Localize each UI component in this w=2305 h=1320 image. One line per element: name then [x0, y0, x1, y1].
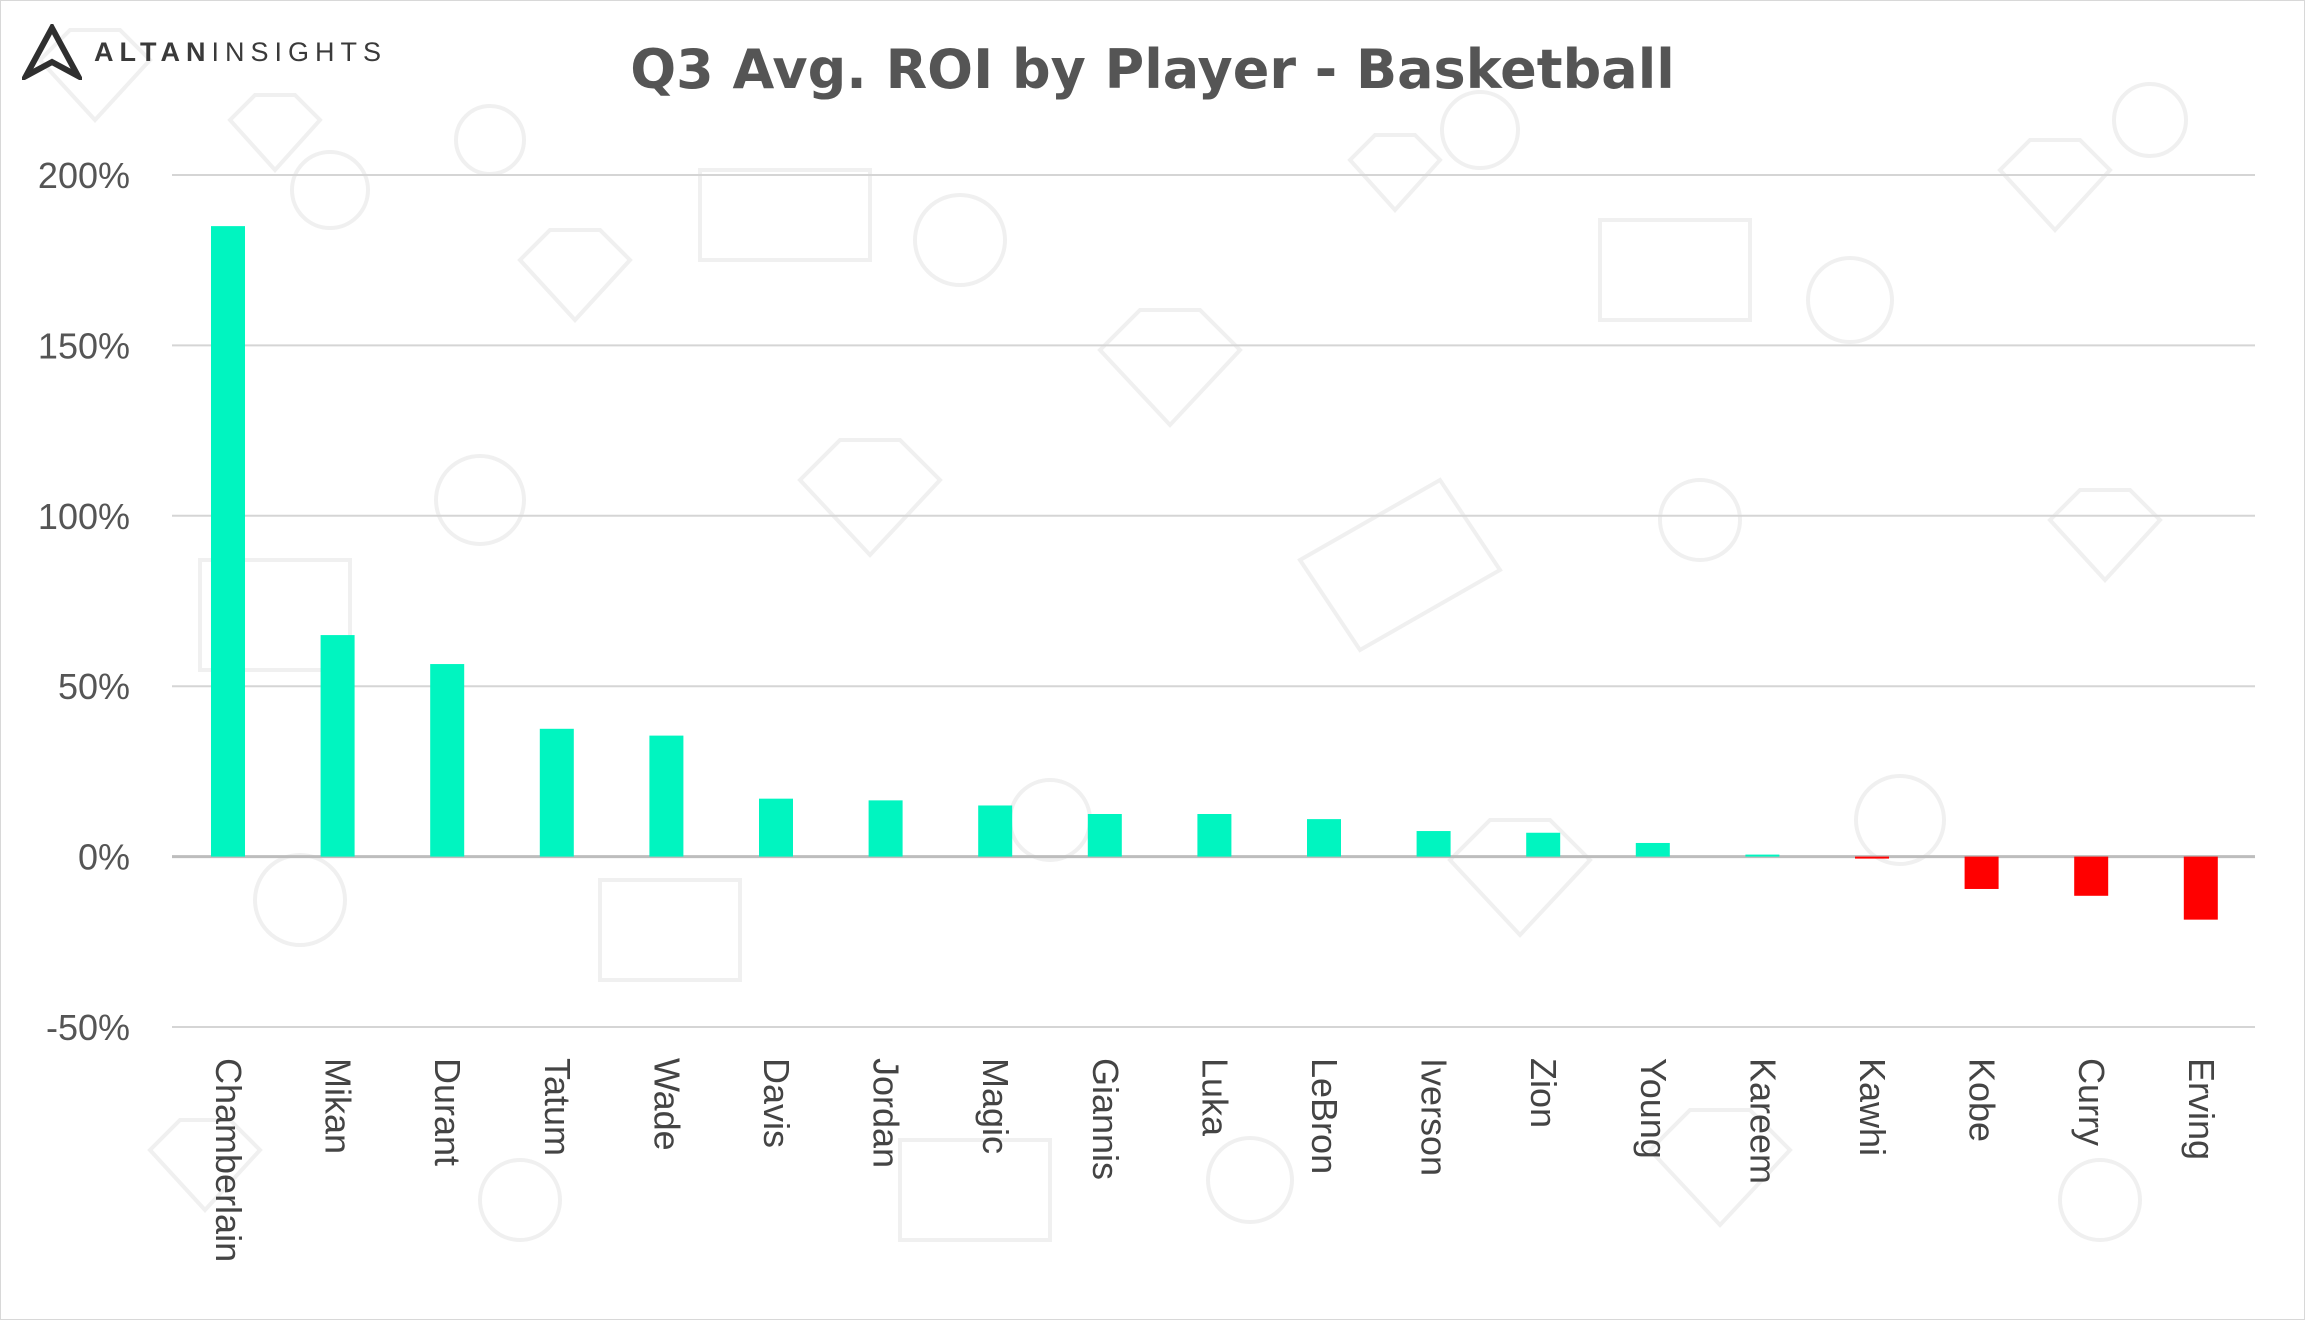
- diamond-doodle: [1347, 133, 1443, 213]
- x-tick-label: Iverson: [1414, 1058, 1455, 1176]
- x-tick-label: Jordan: [866, 1058, 907, 1168]
- y-axis-ticks: 200% 150% 100% 50% 0% -50%: [38, 155, 130, 1048]
- x-tick-label: Giannis: [1085, 1058, 1126, 1180]
- ball-doodle: [1658, 478, 1742, 562]
- bars: [211, 226, 2218, 920]
- diamond-doodle: [2047, 488, 2163, 583]
- brand-name-part2: INSIGHTS: [211, 36, 387, 67]
- bar-davis: [759, 798, 793, 857]
- watch-doodle: [253, 853, 347, 947]
- diamond-doodle: [517, 228, 633, 323]
- ball-doodle: [478, 1158, 562, 1242]
- y-tick-label: 50%: [58, 666, 130, 707]
- ball-doodle: [290, 150, 370, 230]
- y-tick-label: 0%: [78, 837, 130, 878]
- bar-chamberlain: [211, 226, 245, 857]
- ball-doodle: [2058, 1158, 2142, 1242]
- watch-doodle: [1206, 1136, 1294, 1224]
- bar-giannis: [1087, 814, 1122, 857]
- x-tick-label: Davis: [756, 1058, 797, 1148]
- bar-mikan: [320, 635, 355, 857]
- ball-doodle: [2112, 82, 2188, 158]
- x-tick-label: Curry: [2071, 1058, 2112, 1146]
- bar-zion: [1526, 832, 1561, 857]
- diamond-doodle: [37, 28, 153, 123]
- watch-doodle: [1806, 256, 1894, 344]
- x-tick-label: Luka: [1194, 1058, 1235, 1137]
- altan-logo-icon: [22, 24, 82, 80]
- bar-tatum: [539, 728, 574, 857]
- card-doodle: [1297, 477, 1503, 653]
- diamond-doodle: [227, 93, 323, 173]
- bar-curry: [2074, 856, 2109, 896]
- y-tick-label: 150%: [38, 325, 130, 366]
- bar-jordan: [868, 800, 903, 857]
- watch-doodle: [913, 193, 1007, 287]
- x-tick-label: Kawhi: [1852, 1058, 1893, 1156]
- card-doodle: [1598, 218, 1752, 322]
- diamond-doodle: [1097, 308, 1243, 428]
- diamond-doodle: [147, 1118, 263, 1213]
- diamond-doodle: [797, 438, 943, 558]
- bar-kawhi: [1855, 856, 1889, 859]
- bar-luka: [1197, 814, 1232, 857]
- card-doodle: [598, 878, 742, 982]
- y-tick-label: 200%: [38, 155, 130, 196]
- gridlines: [172, 174, 2255, 1028]
- y-tick-label: 100%: [38, 496, 130, 537]
- brand-name: ALTANINSIGHTS: [94, 37, 387, 68]
- x-tick-label: Wade: [646, 1058, 687, 1151]
- x-tick-label: Zion: [1523, 1058, 1564, 1128]
- card-doodle: [698, 168, 872, 262]
- bar-magic: [978, 805, 1013, 857]
- x-tick-label: Magic: [975, 1058, 1016, 1154]
- x-tick-label: Young: [1633, 1058, 1674, 1159]
- x-tick-label: Durant: [427, 1058, 468, 1166]
- bar-durant: [430, 664, 465, 857]
- x-tick-label: Chamberlain: [208, 1058, 249, 1262]
- card-doodle: [898, 1138, 1052, 1242]
- bar-erving: [2183, 856, 2218, 920]
- brand-name-part1: ALTAN: [94, 36, 212, 67]
- x-tick-label: Erving: [2181, 1058, 2222, 1160]
- bar-young: [1635, 842, 1670, 857]
- bar-kobe: [1964, 856, 1999, 889]
- x-tick-label: Tatum: [537, 1058, 578, 1156]
- x-axis-labels: Chamberlain Mikan Durant Tatum Wade Davis Jord…: [208, 1058, 2222, 1262]
- x-tick-label: LeBron: [1304, 1058, 1345, 1174]
- bar-iverson: [1416, 831, 1451, 857]
- ball-doodle: [1440, 90, 1520, 170]
- bar-lebron: [1307, 819, 1341, 857]
- y-tick-label: -50%: [46, 1007, 130, 1048]
- diamond-doodle: [1647, 1108, 1793, 1228]
- bar-kareem: [1745, 854, 1780, 857]
- x-tick-label: Mikan: [318, 1058, 359, 1154]
- diamond-doodle: [1447, 818, 1593, 938]
- chart-title: Q3 Avg. ROI by Player - Basketball: [630, 38, 1675, 101]
- ball-doodle: [1854, 774, 1946, 866]
- bar-wade: [649, 735, 684, 857]
- ball-doodle: [434, 454, 526, 546]
- x-tick-label: Kobe: [1962, 1058, 2003, 1142]
- diamond-doodle: [1997, 138, 2113, 233]
- brand-logo: ALTANINSIGHTS: [22, 24, 387, 80]
- x-tick-label: Kareem: [1742, 1058, 1783, 1184]
